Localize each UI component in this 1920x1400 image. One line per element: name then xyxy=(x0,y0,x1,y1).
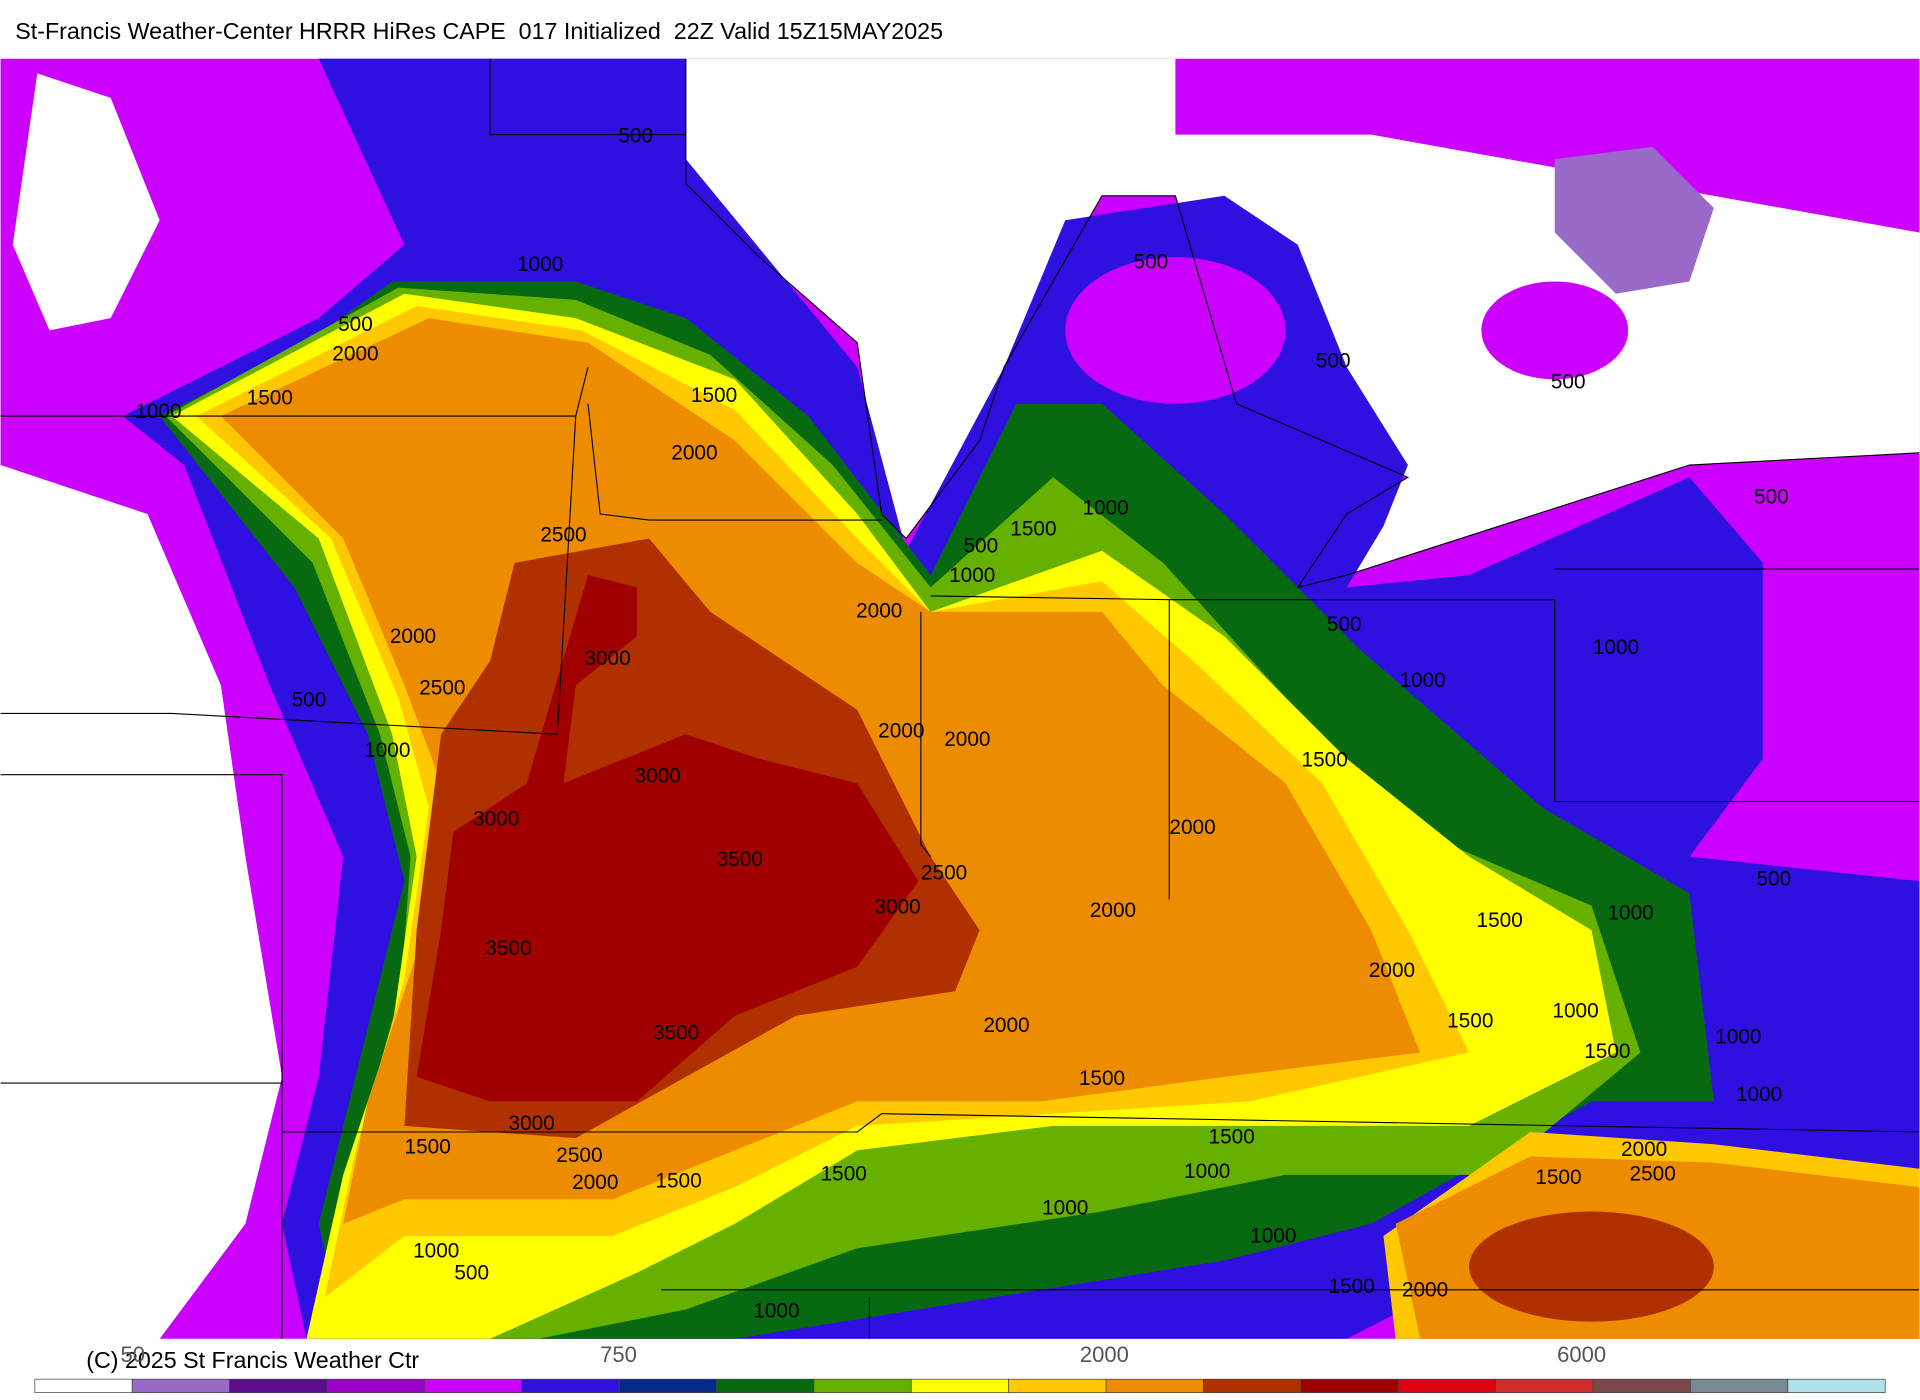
contour-label: 2000 xyxy=(1369,959,1415,982)
contour-label: 1500 xyxy=(1302,749,1348,772)
contour-label: 2000 xyxy=(1090,899,1136,922)
colorbar-swatch xyxy=(1690,1378,1789,1394)
colorbar-swatch xyxy=(813,1378,912,1394)
contour-label: 2000 xyxy=(671,442,717,465)
contour-label: 1500 xyxy=(691,384,737,407)
contour-label: 1000 xyxy=(1552,1000,1598,1023)
contour-label: 2500 xyxy=(540,524,586,547)
contour-label: 3500 xyxy=(653,1022,699,1045)
contour-label: 500 xyxy=(1134,251,1169,274)
colorbar-swatch xyxy=(1495,1378,1594,1394)
contour-label: 1000 xyxy=(1082,497,1128,520)
contour-label: 500 xyxy=(1551,371,1586,394)
contour-label: 1000 xyxy=(1042,1197,1088,1220)
colorbar-swatch xyxy=(521,1378,620,1394)
contour-label: 3000 xyxy=(473,807,519,830)
contour-label: 2000 xyxy=(1621,1138,1667,1161)
contour-label: 2500 xyxy=(921,861,967,884)
contour-label: 3500 xyxy=(717,848,763,871)
colorbar-swatch xyxy=(1105,1378,1204,1394)
contour-label: 2000 xyxy=(944,728,990,751)
contour-label: 1000 xyxy=(364,739,410,762)
colorbar-swatch xyxy=(910,1378,1010,1394)
contour-label: 500 xyxy=(454,1261,489,1284)
contour-label: 500 xyxy=(338,313,373,336)
colorbar-swatch xyxy=(618,1378,717,1394)
contour-label: 3000 xyxy=(584,647,630,670)
colorbar: 50 750 2000 6000 xyxy=(34,1342,1886,1394)
contour-label: 500 xyxy=(963,535,998,558)
contour-label: 500 xyxy=(618,125,653,148)
contour-label: 3000 xyxy=(874,896,920,919)
contour-label: 1500 xyxy=(655,1170,701,1193)
colorbar-swatch xyxy=(1008,1378,1107,1394)
contour-label: 2000 xyxy=(332,342,378,365)
copyright: (C) 2025 St Francis Weather Ctr xyxy=(86,1347,419,1373)
contour-label: 1500 xyxy=(1328,1275,1374,1298)
colorbar-swatch xyxy=(716,1378,815,1394)
colorbar-swatch xyxy=(34,1378,133,1394)
contour-label: 3000 xyxy=(509,1112,555,1135)
colorbar-swatch xyxy=(326,1378,425,1394)
contour-label: 2000 xyxy=(856,599,902,622)
contour-label: 2500 xyxy=(419,676,465,699)
colorbar-swatch xyxy=(1203,1378,1302,1394)
contour-label: 2000 xyxy=(572,1171,618,1194)
contour-label: 500 xyxy=(292,689,327,712)
contour-label: 1000 xyxy=(949,564,995,587)
colorbar-swatch xyxy=(1300,1378,1399,1394)
contour-label: 1500 xyxy=(1079,1067,1125,1090)
contour-label: 1000 xyxy=(1593,636,1639,659)
colorbar-swatch xyxy=(1592,1378,1691,1394)
contour-label: 1500 xyxy=(1584,1040,1630,1063)
contour-label: 500 xyxy=(1327,613,1362,636)
contour-label: 2500 xyxy=(1630,1162,1676,1185)
contour-label: 1000 xyxy=(1607,902,1653,925)
contour-label: 500 xyxy=(1316,350,1351,373)
contour-label: 2000 xyxy=(390,625,436,648)
contour-label: 1000 xyxy=(753,1299,799,1322)
contour-label: 1500 xyxy=(247,386,293,409)
contour-label: 1500 xyxy=(821,1162,867,1185)
contour-label: 1500 xyxy=(405,1135,451,1158)
contour-label: 2500 xyxy=(556,1144,602,1167)
colorbar-swatch xyxy=(131,1378,230,1394)
contour-label: 1000 xyxy=(135,400,181,423)
contour-label: 2000 xyxy=(1169,816,1215,839)
map-title: St-Francis Weather-Center HRRR HiRes CAP… xyxy=(15,18,943,44)
contour-label: 2000 xyxy=(878,719,924,742)
colorbar-label: 2000 xyxy=(1080,1342,1129,1367)
contour-label: 2000 xyxy=(983,1014,1029,1037)
contour-label: 1000 xyxy=(1250,1225,1296,1248)
contour-label: 1500 xyxy=(1209,1126,1255,1149)
contour-label: 1000 xyxy=(1399,669,1445,692)
contour-label: 3500 xyxy=(485,937,531,960)
colorbar-swatch xyxy=(1397,1378,1496,1394)
contour-label: 1000 xyxy=(1736,1083,1782,1106)
colorbar-swatch xyxy=(424,1378,523,1394)
colorbar-swatch xyxy=(1787,1378,1886,1394)
contour-label: 1000 xyxy=(517,253,563,276)
contour-label: 1000 xyxy=(413,1239,459,1262)
contour-label: 500 xyxy=(1756,867,1791,890)
colorbar-label: 6000 xyxy=(1557,1342,1606,1367)
contour-label: 1500 xyxy=(1477,909,1523,932)
contour-label: 500 xyxy=(1754,486,1789,509)
contour-label: 1000 xyxy=(1715,1025,1761,1048)
contour-label: 2000 xyxy=(1402,1279,1448,1302)
colorbar-label: 50 xyxy=(120,1342,144,1367)
contour-label: 3000 xyxy=(635,765,681,788)
contour-labels: 5001000500200015001000150020002500500500… xyxy=(135,125,1791,1323)
colorbar-swatch xyxy=(229,1378,328,1394)
contour-label: 1500 xyxy=(1535,1166,1581,1189)
colorbar-label: 750 xyxy=(600,1342,637,1367)
contour-label: 1500 xyxy=(1010,517,1056,540)
contour-label: 1000 xyxy=(1184,1160,1230,1183)
contour-label: 1500 xyxy=(1447,1009,1493,1032)
cape-field xyxy=(0,58,1920,1339)
